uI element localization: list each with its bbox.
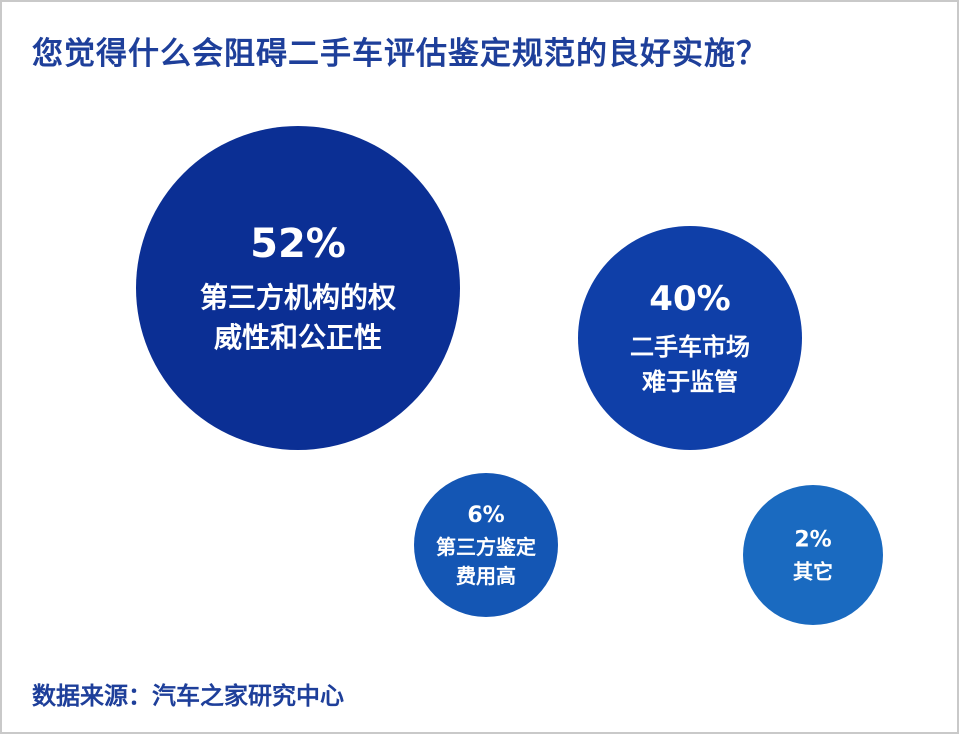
bubble-value-label: 52% bbox=[250, 221, 346, 267]
bubble-category-label: 二手车市场 bbox=[630, 333, 750, 361]
bubble-circle bbox=[414, 473, 558, 617]
bubble-category-label: 威性和公正性 bbox=[214, 321, 382, 354]
bubble-value-label: 40% bbox=[649, 279, 730, 319]
bubble-circle bbox=[743, 485, 883, 625]
bubble-circle bbox=[578, 226, 802, 450]
chart-title: 您觉得什么会阻碍二手车评估鉴定规范的良好实施？ bbox=[32, 36, 768, 72]
data-source-note: 数据来源：汽车之家研究中心 bbox=[32, 682, 344, 710]
bubble-category-label: 第三方机构的权 bbox=[200, 281, 396, 314]
bubble-value-label: 6% bbox=[467, 503, 504, 528]
bubble-category-label: 第三方鉴定 bbox=[436, 535, 536, 559]
bubble-category-label: 其它 bbox=[793, 560, 833, 584]
bubble-category-label: 费用高 bbox=[456, 564, 516, 588]
bubble-category-label: 难于监管 bbox=[641, 368, 738, 396]
bubble-circle bbox=[136, 126, 460, 450]
bubble-4: 2% 其它 bbox=[743, 485, 883, 625]
bubble-value-label: 2% bbox=[794, 528, 831, 553]
